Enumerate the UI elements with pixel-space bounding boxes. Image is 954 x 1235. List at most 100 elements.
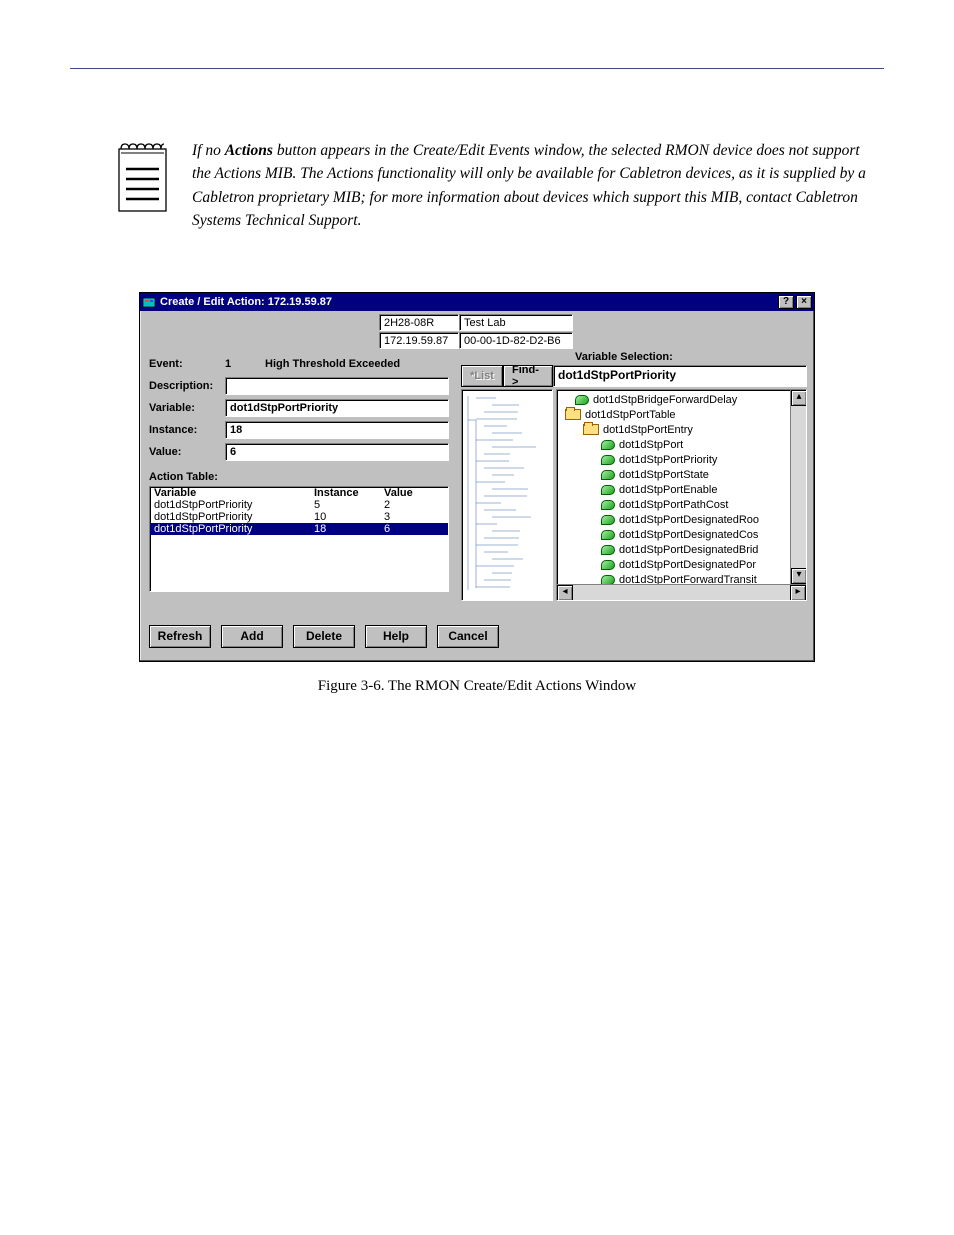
- button-row: Refresh Add Delete Help Cancel: [143, 605, 811, 658]
- app-icon: [142, 295, 156, 309]
- tree-item[interactable]: dot1dStpPortEntry: [557, 422, 790, 437]
- device-ip: 172.19.59.87: [379, 332, 459, 349]
- list-button[interactable]: *List: [461, 365, 503, 387]
- leaf-icon: [601, 515, 615, 525]
- variable-input[interactable]: dot1dStpPortPriority: [225, 399, 449, 417]
- instance-input[interactable]: 18: [225, 421, 449, 439]
- col-value: Value: [384, 487, 444, 499]
- tree-item[interactable]: dot1dStpPortDesignatedPor: [557, 557, 790, 572]
- action-table[interactable]: Variable Instance Value dot1dStpPortPrio…: [149, 486, 449, 592]
- tree-item[interactable]: dot1dStpPortDesignatedBrid: [557, 542, 790, 557]
- tree-item-label: dot1dStpPortState: [619, 469, 709, 481]
- cell-variable: dot1dStpPortPriority: [154, 511, 314, 523]
- notepad-icon: [115, 139, 170, 232]
- delete-button[interactable]: Delete: [293, 625, 355, 648]
- device-model: 2H28-08R: [379, 314, 459, 331]
- device-lab: Test Lab: [459, 314, 573, 331]
- dialog-body: 2H28-08R Test Lab 172.19.59.87 00-00-1D-…: [140, 311, 814, 661]
- vscrollbar[interactable]: ▴ ▾: [790, 390, 806, 584]
- description-input[interactable]: [225, 377, 449, 395]
- folder-icon: [583, 424, 599, 435]
- cell-instance: 18: [314, 523, 384, 535]
- cell-value: 2: [384, 499, 444, 511]
- help-button[interactable]: Help: [365, 625, 427, 648]
- cell-instance: 10: [314, 511, 384, 523]
- leaf-icon: [575, 395, 589, 405]
- add-button[interactable]: Add: [221, 625, 283, 648]
- cell-value: 6: [384, 523, 444, 535]
- tree-item-label: dot1dStpPortDesignatedPor: [619, 559, 756, 571]
- refresh-button[interactable]: Refresh: [149, 625, 211, 648]
- find-button[interactable]: Find->: [503, 365, 553, 387]
- tree-item[interactable]: dot1dStpPortPriority: [557, 452, 790, 467]
- action-table-label: Action Table:: [149, 471, 449, 483]
- scroll-down-button[interactable]: ▾: [791, 568, 807, 584]
- cell-value: 3: [384, 511, 444, 523]
- tree-item-label: dot1dStpPortDesignatedCos: [619, 529, 758, 541]
- table-row[interactable]: dot1dStpPortPriority186: [150, 523, 448, 535]
- tree-item[interactable]: dot1dStpPortDesignatedCos: [557, 527, 790, 542]
- find-result[interactable]: dot1dStpPortPriority: [553, 365, 807, 387]
- leaf-icon: [601, 500, 615, 510]
- value-label: Value:: [149, 446, 225, 458]
- note-suffix: button appears in the Create/Edit Events…: [192, 142, 866, 229]
- event-number: 1: [225, 358, 265, 370]
- tree-item[interactable]: dot1dStpPortDesignatedRoo: [557, 512, 790, 527]
- table-row[interactable]: dot1dStpPortPriority52: [150, 499, 448, 511]
- tree-item[interactable]: dot1dStpPort: [557, 437, 790, 452]
- action-table-header: Variable Instance Value: [150, 487, 448, 499]
- device-mac: 00-00-1D-82-D2-B6: [459, 332, 573, 349]
- tree-item-label: dot1dStpPortPriority: [619, 454, 717, 466]
- col-instance: Instance: [314, 487, 384, 499]
- tree-item[interactable]: dot1dStpPortEnable: [557, 482, 790, 497]
- note-block: If no Actions button appears in the Crea…: [115, 139, 884, 232]
- leaf-icon: [601, 470, 615, 480]
- leaf-icon: [601, 545, 615, 555]
- tree-item[interactable]: dot1dStpPortPathCost: [557, 497, 790, 512]
- tree-item[interactable]: dot1dStpPortTable: [557, 407, 790, 422]
- tree-list[interactable]: dot1dStpBridgeForwardDelay dot1dStpPortTa…: [556, 389, 807, 601]
- tree-overview[interactable]: [461, 389, 553, 601]
- folder-icon: [565, 409, 581, 420]
- leaf-icon: [601, 485, 615, 495]
- cell-instance: 5: [314, 499, 384, 511]
- scroll-left-button[interactable]: ◂: [557, 585, 573, 601]
- tree-item-label: dot1dStpBridgeForwardDelay: [593, 394, 737, 406]
- window-title: Create / Edit Action: 172.19.59.87: [160, 296, 776, 308]
- tree-item-label: dot1dStpPortTable: [585, 409, 676, 421]
- event-label: Event:: [149, 358, 225, 370]
- cell-variable: dot1dStpPortPriority: [154, 499, 314, 511]
- instance-label: Instance:: [149, 424, 225, 436]
- scroll-up-button[interactable]: ▴: [791, 390, 807, 406]
- scroll-right-button[interactable]: ▸: [790, 585, 806, 601]
- table-row[interactable]: dot1dStpPortPriority103: [150, 511, 448, 523]
- create-edit-action-dialog: Create / Edit Action: 172.19.59.87 ? × 2…: [139, 292, 815, 662]
- variable-label: Variable:: [149, 402, 225, 414]
- hscrollbar[interactable]: ◂ ▸: [557, 584, 806, 600]
- header-rule: [70, 68, 884, 69]
- description-label: Description:: [149, 380, 225, 392]
- tree-item[interactable]: dot1dStpBridgeForwardDelay: [557, 392, 790, 407]
- tree-item[interactable]: dot1dStpPortState: [557, 467, 790, 482]
- value-input[interactable]: 6: [225, 443, 449, 461]
- help-button[interactable]: ?: [778, 295, 794, 309]
- leaf-icon: [601, 440, 615, 450]
- leaf-icon: [601, 560, 615, 570]
- col-variable: Variable: [154, 487, 314, 499]
- figure-caption: Figure 3-6. The RMON Create/Edit Actions…: [70, 678, 884, 695]
- tree-item-label: dot1dStpPortDesignatedBrid: [619, 544, 758, 556]
- left-panel: Event: 1 High Threshold Exceeded Descrip…: [143, 349, 455, 605]
- cell-variable: dot1dStpPortPriority: [154, 523, 314, 535]
- tree-item-label: dot1dStpPort: [619, 439, 683, 451]
- tree-item-label: dot1dStpPortPathCost: [619, 499, 728, 511]
- cancel-button[interactable]: Cancel: [437, 625, 499, 648]
- tree-item-label: dot1dStpPortDesignatedRoo: [619, 514, 759, 526]
- leaf-icon: [601, 530, 615, 540]
- tree-item-label: dot1dStpPortEnable: [619, 484, 717, 496]
- note-text: If no Actions button appears in the Crea…: [192, 139, 884, 232]
- titlebar[interactable]: Create / Edit Action: 172.19.59.87 ? ×: [140, 293, 814, 311]
- note-bold: Actions: [225, 142, 273, 159]
- note-prefix: If no: [192, 142, 225, 159]
- close-button[interactable]: ×: [796, 295, 812, 309]
- leaf-icon: [601, 575, 615, 585]
